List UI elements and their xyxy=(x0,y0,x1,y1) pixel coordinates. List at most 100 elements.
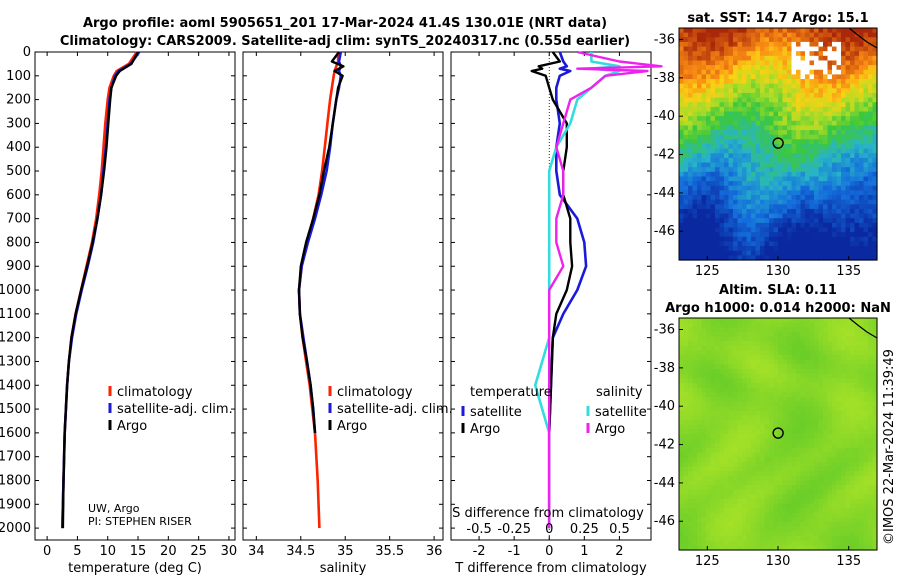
sst-cell xyxy=(805,97,811,103)
sla-cell xyxy=(850,485,856,491)
sla-cell xyxy=(814,350,820,356)
sla-cell xyxy=(688,331,694,338)
sst-cell xyxy=(814,241,820,247)
sst-cell xyxy=(872,74,878,80)
sla-cell xyxy=(859,327,865,333)
sst-cell xyxy=(814,222,820,229)
sst-cell xyxy=(742,74,748,80)
sst-cell xyxy=(778,130,784,136)
sla-cell xyxy=(697,331,703,338)
sst-cell xyxy=(724,130,730,136)
sst-cell xyxy=(679,74,685,80)
sla-cell xyxy=(773,457,779,463)
sst-cell xyxy=(805,162,811,168)
sst-cell xyxy=(832,255,838,261)
sst-cell xyxy=(728,74,734,80)
sla-cell xyxy=(688,475,694,481)
sst-cell xyxy=(791,199,797,205)
sla-cell xyxy=(715,480,721,486)
sst-cell xyxy=(823,60,829,66)
sla-cell xyxy=(778,373,784,379)
sst-cell xyxy=(679,116,685,122)
sst-cell xyxy=(728,218,734,224)
sst-cell xyxy=(823,120,829,127)
sla-cell xyxy=(845,485,851,491)
sst-cell xyxy=(733,69,739,75)
sst-cell xyxy=(746,185,752,191)
temperature-x-tick-label: 30 xyxy=(221,544,238,559)
sla-cell xyxy=(796,406,802,412)
sst-cell xyxy=(859,139,865,145)
sst-cell xyxy=(728,246,734,252)
sla-cell xyxy=(692,359,698,365)
sla-cell xyxy=(863,401,869,407)
sla-cell xyxy=(755,359,761,365)
sla-cell xyxy=(863,373,869,379)
sla-cell xyxy=(764,345,770,352)
sst-cell xyxy=(733,241,739,247)
sla-cell xyxy=(697,526,703,533)
sst-cell xyxy=(872,236,878,243)
sla-cell xyxy=(701,438,707,444)
sla-cell xyxy=(688,373,694,379)
sst-cell xyxy=(854,37,860,43)
sst-cell xyxy=(814,185,820,191)
sla-cell xyxy=(827,498,833,505)
sla-cell xyxy=(778,401,784,407)
sla-cell xyxy=(814,415,820,421)
sst-cell xyxy=(697,102,703,108)
sst-cell xyxy=(850,195,856,201)
sla-cell xyxy=(854,480,860,486)
sla-cell xyxy=(827,485,833,491)
sst-cell xyxy=(809,106,815,113)
sla-cell xyxy=(836,378,842,384)
sla-cell xyxy=(679,378,685,384)
sst-cell xyxy=(724,92,730,99)
sst-cell xyxy=(737,37,743,43)
sla-cell xyxy=(755,466,761,472)
sst-cell xyxy=(737,185,743,191)
sla-cell xyxy=(782,545,788,551)
sla-cell xyxy=(701,387,707,393)
sst-cell xyxy=(800,162,806,168)
sla-cell xyxy=(818,489,824,495)
sla-cell xyxy=(845,438,851,444)
sst-cell xyxy=(683,144,689,150)
sla-cell xyxy=(836,406,842,412)
sla-cell xyxy=(841,396,847,403)
sla-cell xyxy=(683,406,689,412)
sla-cell xyxy=(827,415,833,421)
sla-cell xyxy=(854,540,860,546)
sst-cell xyxy=(868,227,874,233)
sst-cell xyxy=(760,255,766,261)
sla-cell xyxy=(814,494,820,500)
sst-cell xyxy=(787,241,793,247)
sst-cell xyxy=(724,236,730,243)
sla-cell xyxy=(773,429,779,435)
sla-cell xyxy=(764,327,770,333)
sla-cell xyxy=(827,540,833,546)
sst-cell xyxy=(724,60,730,66)
sla-cell xyxy=(751,531,757,537)
sst-cell xyxy=(841,218,847,224)
sst-cell xyxy=(710,222,716,229)
sla-cell xyxy=(782,452,788,458)
sla-cell xyxy=(737,382,743,389)
sla-cell xyxy=(742,364,748,370)
sla-cell xyxy=(841,369,847,375)
sst-cell xyxy=(845,167,851,173)
sla-cell xyxy=(854,485,860,491)
sla-cell xyxy=(868,498,874,505)
salinity-x-tick-label: 35.5 xyxy=(375,544,404,559)
sla-cell xyxy=(701,531,707,537)
sst-cell xyxy=(872,130,878,136)
sla-cell xyxy=(863,369,869,375)
sla-cell xyxy=(706,378,712,384)
sla-cell xyxy=(832,545,838,551)
sst-cell xyxy=(796,171,802,178)
sla-cell xyxy=(854,424,860,430)
sla-cell xyxy=(818,443,824,449)
sla-cell xyxy=(692,531,698,537)
sla-cell xyxy=(688,359,694,365)
sst-cell xyxy=(836,176,842,182)
